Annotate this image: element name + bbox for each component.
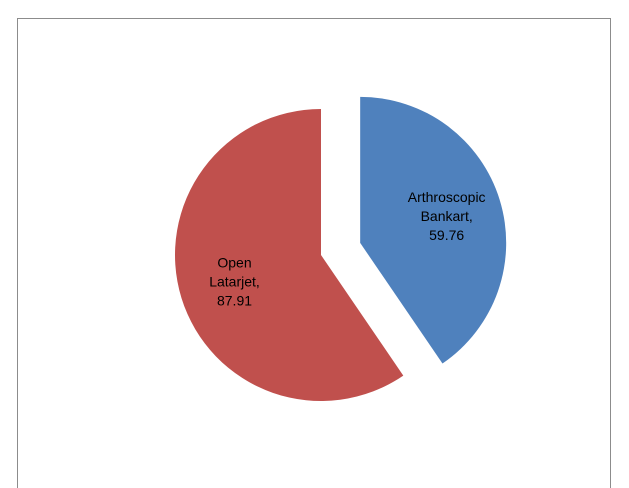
data-label-open-latarjet: Open Latarjet, 87.91: [209, 255, 260, 309]
pie-slice-arthroscopic-bankart: [360, 96, 507, 364]
pie-slice-open-latarjet: [174, 109, 404, 401]
labels-layer: Arthroscopic Bankart, 59.76 Open Latarjet, 87…: [209, 189, 485, 308]
slices-layer: [174, 96, 507, 401]
data-label-arthroscopic-bankart: Arthroscopic Bankart, 59.76: [408, 189, 486, 243]
